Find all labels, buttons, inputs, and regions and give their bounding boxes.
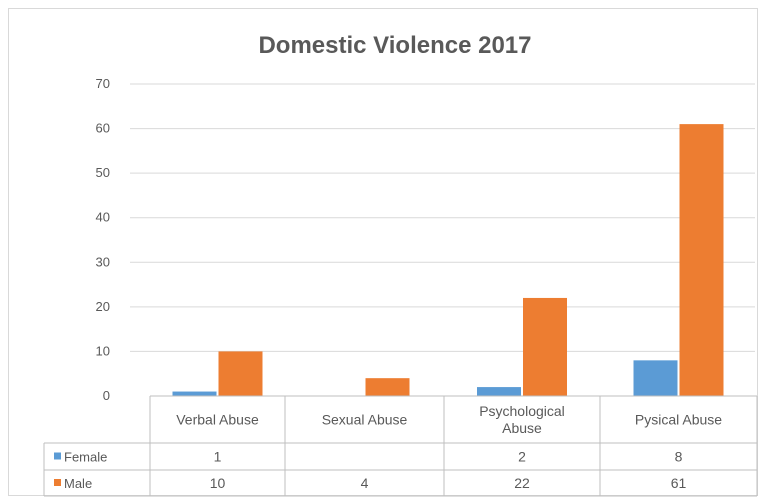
data-label: 10: [210, 475, 226, 491]
y-tick-label: 0: [103, 388, 110, 403]
category-label: Psychological: [479, 403, 565, 419]
legend-key-female: [54, 452, 61, 460]
y-axis-ticks: 0 10 20 30 40 50 60 70: [96, 76, 110, 403]
data-label: 8: [675, 449, 683, 465]
category-label: Sexual Abuse: [322, 412, 408, 428]
y-tick-label: 60: [96, 121, 110, 136]
data-label: 61: [671, 475, 687, 491]
bar-female-3: [477, 387, 521, 396]
bar-female-1: [172, 391, 217, 396]
y-tick-label: 30: [96, 254, 110, 269]
chart-frame: [8, 8, 758, 496]
category-label: Verbal Abuse: [176, 412, 259, 428]
gridlines: [130, 83, 755, 352]
data-label: 1: [214, 449, 222, 465]
legend-key-male: [54, 479, 61, 486]
data-label: 4: [361, 475, 369, 491]
category-label: Pysical Abuse: [635, 412, 722, 428]
bar-male-3: [523, 297, 567, 396]
bars: [172, 124, 724, 396]
data-table: Verbal Abuse Sexual Abuse PsychologicalAbu…: [43, 395, 758, 497]
category-label: Abuse: [502, 420, 542, 436]
chart-title: Domestic Violence 2017: [258, 32, 531, 59]
legend-label: Female: [64, 450, 107, 465]
legend-label: Male: [64, 476, 92, 491]
bar-male-4: [679, 124, 724, 396]
bar-male-1: [218, 351, 263, 396]
y-tick-label: 50: [96, 165, 110, 180]
y-tick-label: 40: [96, 210, 110, 225]
bar-male-2: [365, 378, 410, 396]
bar-female-4: [633, 360, 678, 396]
y-tick-label: 20: [96, 299, 110, 314]
data-label: 22: [514, 475, 530, 491]
data-label: 2: [518, 449, 526, 465]
y-tick-label: 10: [96, 343, 110, 358]
y-tick-label: 70: [96, 76, 110, 91]
